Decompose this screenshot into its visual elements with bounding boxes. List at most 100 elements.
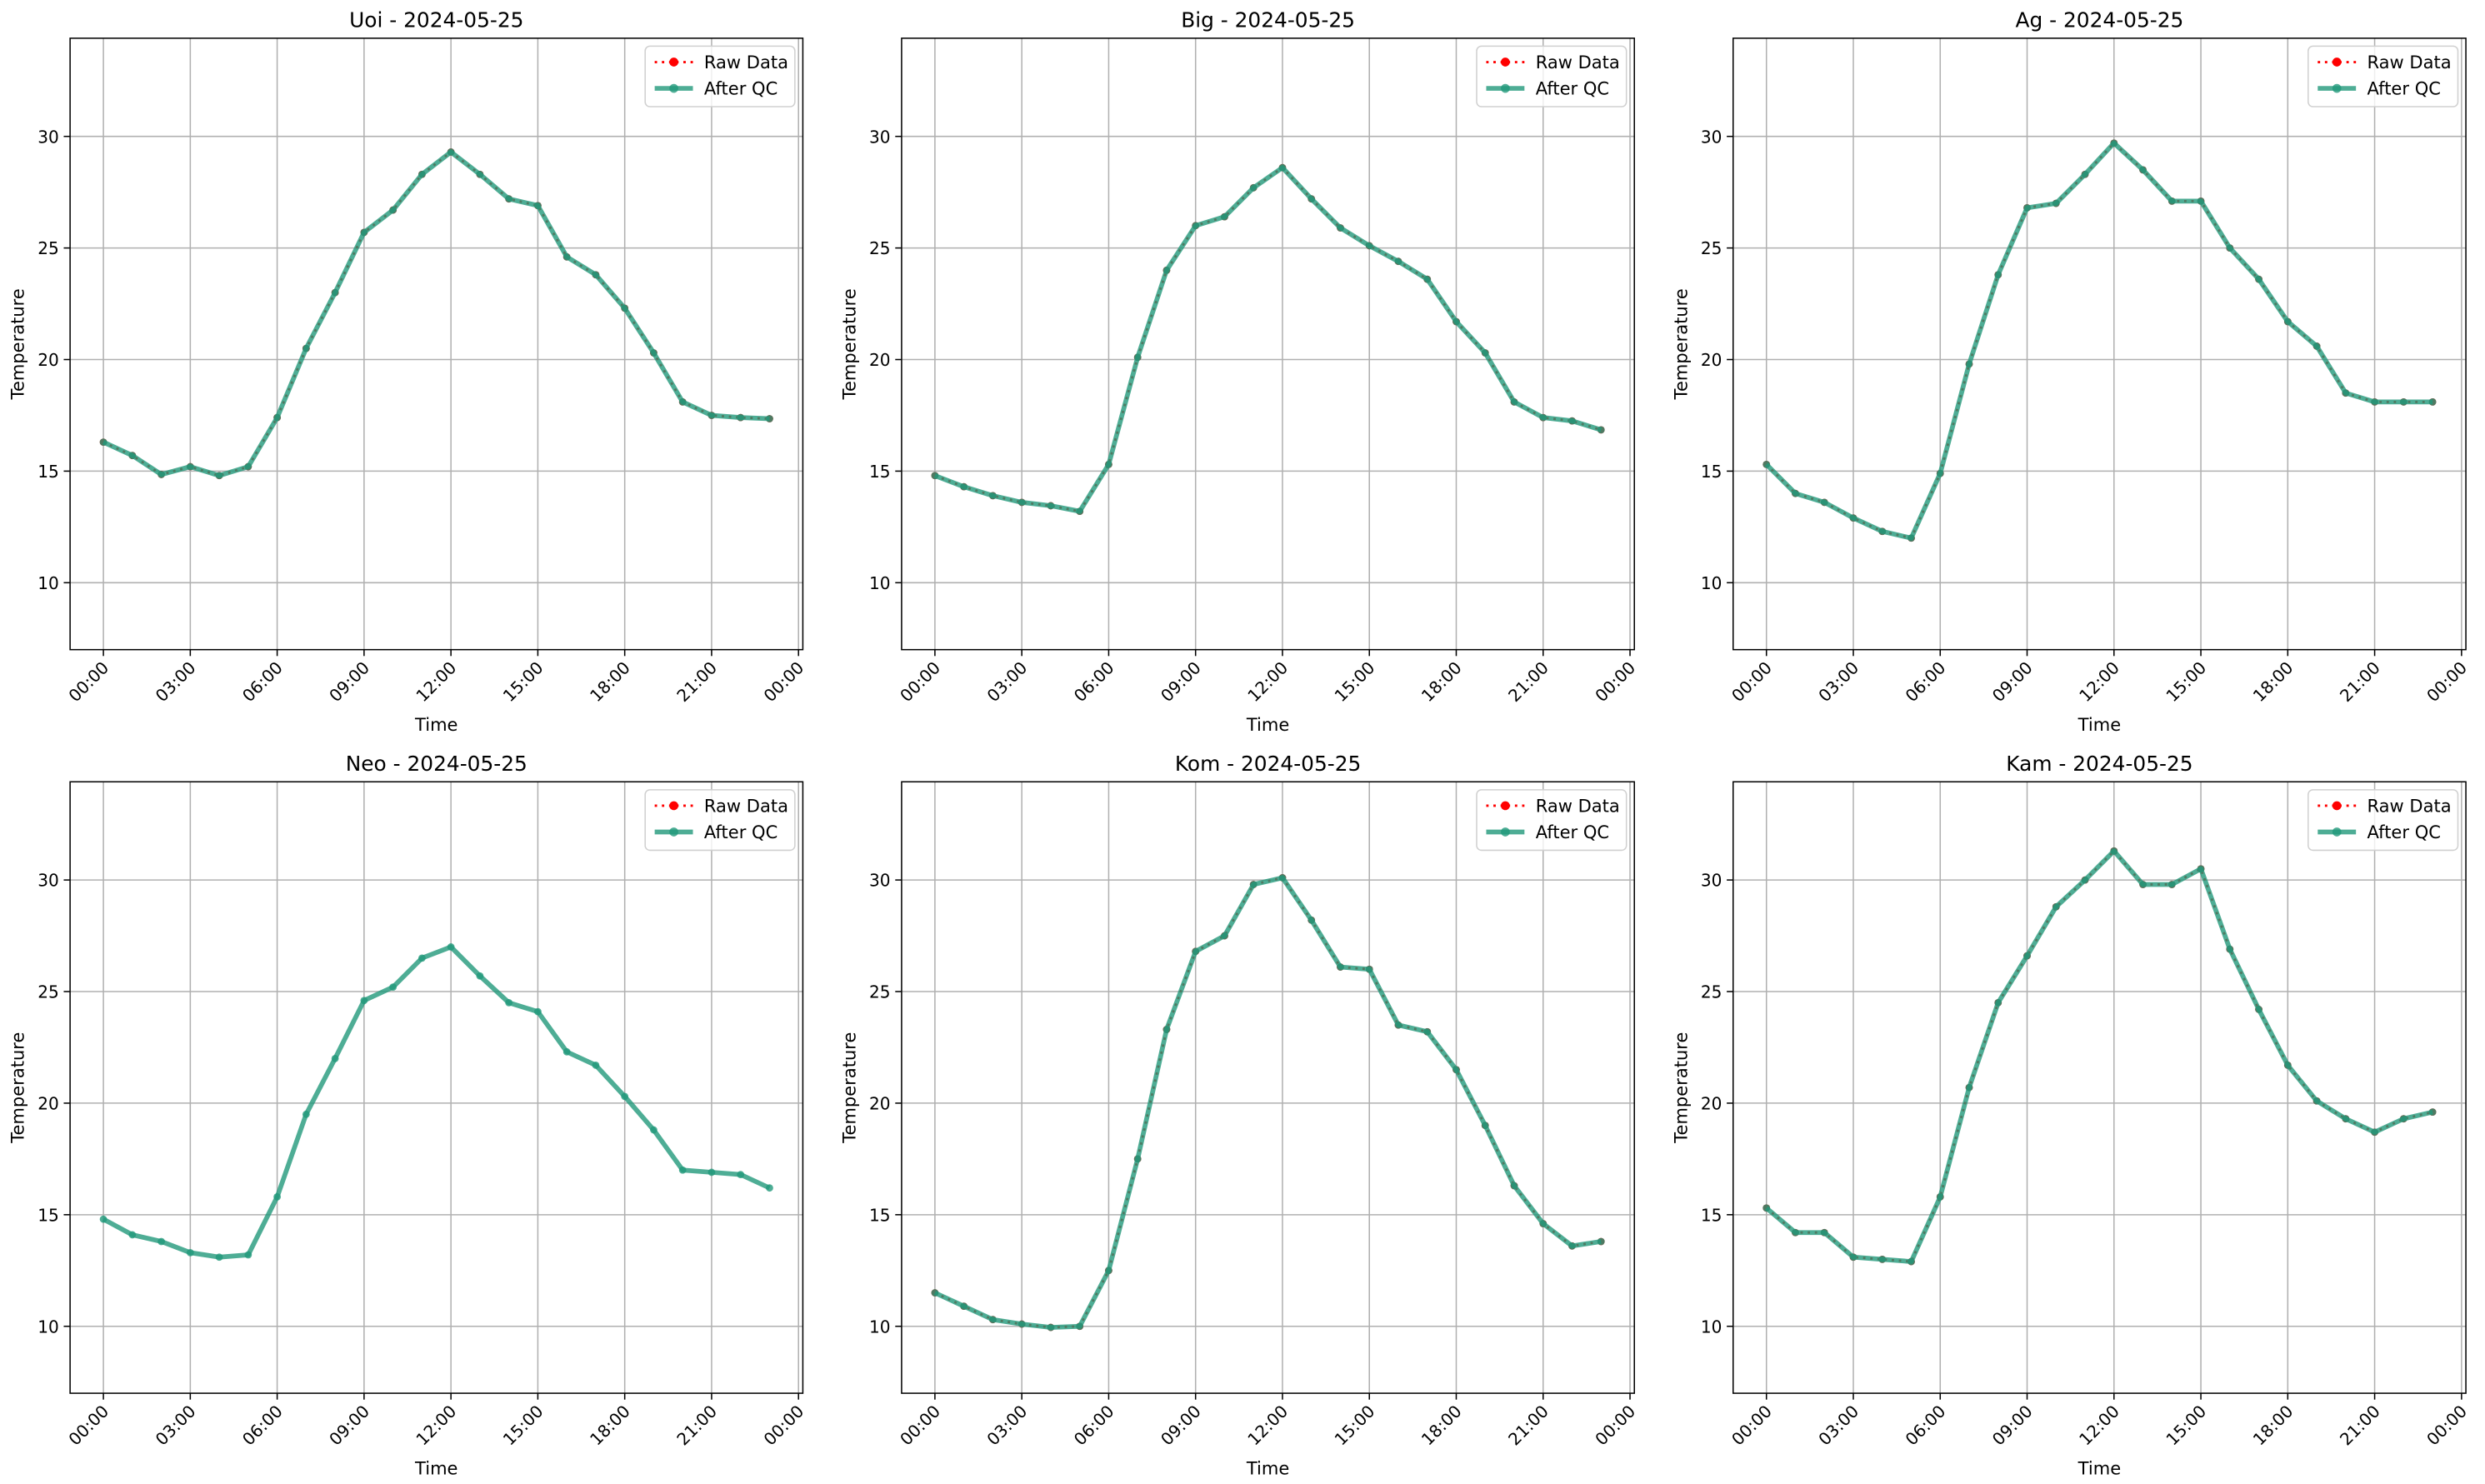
series-marker (766, 415, 773, 422)
series-line (102, 149, 770, 478)
series-marker (931, 1289, 939, 1297)
series-marker (737, 1171, 745, 1179)
series-marker (418, 170, 426, 178)
series-marker (1105, 1267, 1112, 1275)
series-marker (2052, 902, 2060, 911)
y-tick-label: 10 (1701, 1317, 1722, 1337)
y-axis-label: Temperature (838, 288, 859, 400)
series-marker (2312, 342, 2321, 350)
x-tick-label: 12:00 (412, 1402, 460, 1450)
series-marker (2399, 1115, 2408, 1123)
legend-label: Raw Data (2368, 52, 2452, 72)
y-axis-label: Temperature (8, 1032, 28, 1144)
series-line (934, 166, 1602, 513)
series-marker (2139, 166, 2147, 174)
x-tick-label: 09:00 (1988, 1402, 2037, 1450)
legend-marker (1501, 801, 1510, 811)
x-tick-label: 21:00 (2336, 657, 2384, 706)
series-marker (128, 1231, 137, 1239)
series-marker (505, 999, 513, 1007)
series-marker (99, 438, 108, 446)
legend-box (644, 45, 796, 107)
series-marker (2081, 170, 2089, 178)
x-axis-label: Time (2078, 714, 2121, 735)
series-marker (2428, 397, 2437, 406)
series-marker (1792, 1228, 1799, 1237)
x-tick-label: 00:00 (1591, 657, 1639, 706)
y-tick-label: 25 (38, 238, 59, 258)
series-marker (1394, 257, 1402, 266)
x-tick-label: 18:00 (2249, 1402, 2298, 1450)
x-tick-label: 00:00 (64, 1402, 112, 1450)
series-marker (302, 344, 310, 352)
series-marker (2110, 139, 2118, 147)
x-tick-label: 03:00 (152, 1402, 200, 1450)
y-tick-label: 20 (869, 1094, 891, 1114)
x-tick-label: 21:00 (1504, 657, 1552, 706)
series-marker (215, 472, 223, 480)
series-marker (1308, 195, 1316, 203)
series-marker (1481, 1122, 1489, 1130)
y-tick-label: 30 (869, 871, 891, 891)
x-tick-label: 06:00 (1070, 657, 1118, 706)
series-marker (1820, 498, 1828, 507)
series-marker (2255, 1006, 2262, 1013)
series-marker (244, 1251, 252, 1259)
x-tick-label: 00:00 (1728, 657, 1776, 706)
x-tick-label: 09:00 (1988, 657, 2037, 706)
y-tick-label: 25 (869, 238, 891, 258)
legend-marker (2332, 827, 2342, 837)
series-marker (1539, 413, 1548, 422)
series-marker (534, 202, 542, 210)
x-axis-label: Time (1246, 1458, 1289, 1479)
series-marker (186, 1248, 194, 1257)
series-marker (360, 228, 368, 237)
x-tick-label: 12:00 (412, 657, 460, 706)
legend-label: After QC (1536, 822, 1609, 842)
series-marker (1762, 1204, 1771, 1212)
series-marker (1076, 1322, 1084, 1331)
y-tick-label: 15 (38, 1205, 59, 1225)
x-tick-label: 18:00 (586, 1402, 634, 1450)
series-marker (621, 1092, 629, 1101)
legend-marker (2332, 801, 2342, 811)
y-tick-label: 20 (38, 350, 59, 370)
series-marker (1423, 1027, 1432, 1036)
legend-label: After QC (704, 78, 778, 99)
series-marker (360, 997, 368, 1005)
series-marker (1568, 417, 1576, 425)
axes-frame (901, 37, 1636, 651)
series-marker (1278, 874, 1287, 882)
series-marker (1878, 527, 1887, 536)
series-marker (331, 288, 339, 297)
x-tick-label: 06:00 (1902, 657, 1950, 706)
series-marker (244, 462, 252, 471)
subplot: Kam - 2024-05-25 00:00 03:00 06:00 09:00 12:0… (1670, 752, 2471, 1479)
y-axis-label: Temperature (8, 288, 28, 400)
legend-label: After QC (1536, 78, 1609, 99)
x-tick-label: 09:00 (1157, 1402, 1205, 1450)
series-marker (1365, 965, 1373, 973)
x-tick-label: 21:00 (672, 657, 721, 706)
series-marker (562, 252, 571, 261)
x-tick-label: 15:00 (499, 657, 548, 706)
series-marker (1510, 1182, 1518, 1190)
series-marker (476, 972, 484, 980)
y-axis-label: Temperature (838, 1032, 859, 1144)
series-marker (1568, 1242, 1576, 1250)
subplot-title: Kom - 2024-05-25 (1175, 752, 1361, 776)
series-marker (1278, 163, 1287, 172)
subplot-title: Ag - 2024-05-25 (2016, 7, 2184, 32)
y-tick-label: 15 (38, 462, 59, 482)
x-tick-label: 18:00 (1418, 1402, 1466, 1450)
series-line (102, 944, 771, 1260)
series-marker (1105, 460, 1112, 468)
legend-label: After QC (2368, 78, 2441, 99)
x-tick-label: 03:00 (1814, 657, 1862, 706)
y-tick-label: 25 (1701, 238, 1722, 258)
series-marker (989, 1316, 997, 1324)
series-marker (2226, 945, 2234, 953)
subplot-title: Big - 2024-05-25 (1181, 7, 1355, 32)
x-tick-label: 03:00 (152, 657, 200, 706)
